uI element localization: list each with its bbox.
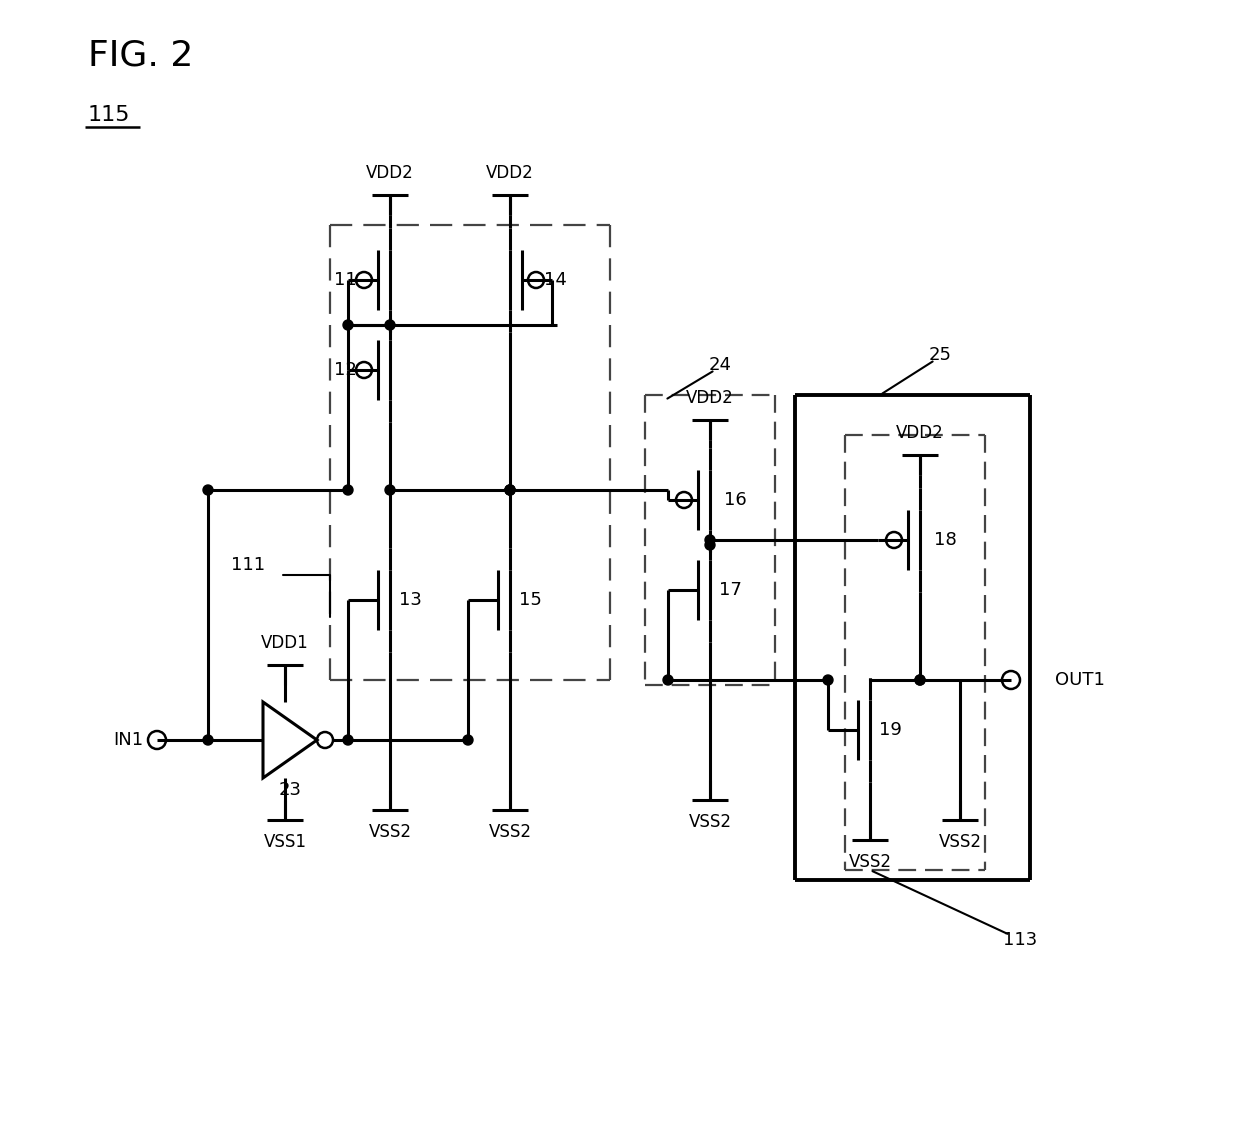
Text: 14: 14 xyxy=(543,272,567,289)
Text: 13: 13 xyxy=(398,591,422,609)
Circle shape xyxy=(915,675,925,685)
Text: VSS2: VSS2 xyxy=(848,853,892,871)
Circle shape xyxy=(915,675,925,685)
Text: VDD2: VDD2 xyxy=(686,389,734,407)
Text: VSS1: VSS1 xyxy=(264,833,306,851)
Circle shape xyxy=(203,485,213,495)
Text: VDD1: VDD1 xyxy=(262,634,309,652)
Circle shape xyxy=(823,675,833,685)
Circle shape xyxy=(384,320,396,329)
Circle shape xyxy=(663,675,673,685)
Text: VSS2: VSS2 xyxy=(368,822,412,841)
Text: 23: 23 xyxy=(279,782,301,799)
Text: 17: 17 xyxy=(718,580,742,599)
Text: VSS2: VSS2 xyxy=(939,833,982,851)
Circle shape xyxy=(463,735,472,745)
Text: VSS2: VSS2 xyxy=(489,822,532,841)
Text: 25: 25 xyxy=(929,346,951,364)
Text: 15: 15 xyxy=(518,591,542,609)
Circle shape xyxy=(505,485,515,495)
Text: VSS2: VSS2 xyxy=(688,813,732,832)
Text: 24: 24 xyxy=(708,356,732,374)
Text: 12: 12 xyxy=(334,361,356,379)
Circle shape xyxy=(706,540,715,550)
Text: 115: 115 xyxy=(88,105,130,125)
Text: VDD2: VDD2 xyxy=(486,164,534,182)
Circle shape xyxy=(343,320,353,329)
Text: 19: 19 xyxy=(879,721,901,740)
Circle shape xyxy=(706,535,715,545)
Text: 113: 113 xyxy=(1003,932,1037,949)
Text: OUT1: OUT1 xyxy=(1055,671,1105,690)
Text: VDD2: VDD2 xyxy=(897,424,944,442)
Text: 11: 11 xyxy=(334,272,356,289)
Circle shape xyxy=(203,735,213,745)
Text: 18: 18 xyxy=(934,531,956,549)
Text: VDD2: VDD2 xyxy=(366,164,414,182)
Circle shape xyxy=(343,485,353,495)
Text: FIG. 2: FIG. 2 xyxy=(88,37,193,72)
Text: 111: 111 xyxy=(231,556,265,574)
Text: IN1: IN1 xyxy=(113,730,143,749)
Circle shape xyxy=(505,485,515,495)
Circle shape xyxy=(343,735,353,745)
Text: 16: 16 xyxy=(724,491,746,509)
Circle shape xyxy=(505,485,515,495)
Circle shape xyxy=(384,485,396,495)
